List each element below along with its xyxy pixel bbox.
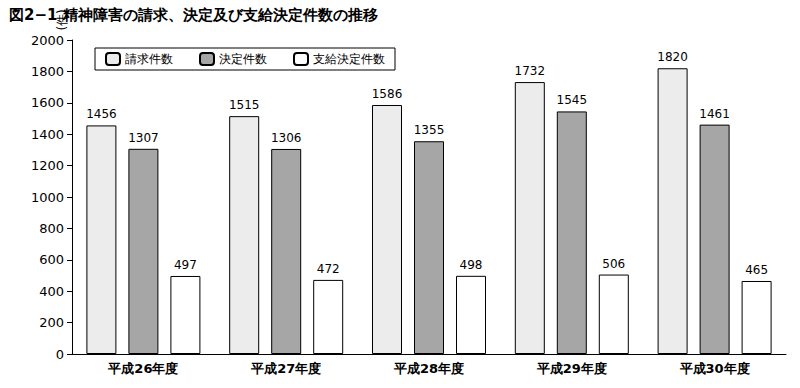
svg-text:1800: 1800 — [31, 64, 64, 79]
svg-text:472: 472 — [317, 262, 340, 276]
svg-text:465: 465 — [745, 263, 768, 277]
svg-text:1200: 1200 — [31, 158, 64, 173]
svg-text:1307: 1307 — [128, 131, 159, 145]
svg-text:600: 600 — [39, 252, 64, 267]
svg-text:1461: 1461 — [699, 107, 730, 121]
svg-text:支給決定件数: 支給決定件数 — [313, 52, 385, 66]
svg-text:1400: 1400 — [31, 127, 64, 142]
svg-text:1820: 1820 — [657, 50, 688, 64]
svg-text:1456: 1456 — [86, 107, 117, 121]
svg-text:200: 200 — [39, 315, 64, 330]
svg-text:図2−1 精神障害の請求、決定及び支給決定件数の推移: 図2−1 精神障害の請求、決定及び支給決定件数の推移 — [9, 6, 378, 24]
svg-text:1306: 1306 — [271, 131, 302, 145]
svg-text:1545: 1545 — [557, 93, 588, 107]
svg-text:平成30年度: 平成30年度 — [679, 361, 750, 376]
svg-text:1600: 1600 — [31, 95, 64, 110]
svg-text:請求件数: 請求件数 — [125, 52, 173, 66]
svg-text:506: 506 — [602, 257, 625, 271]
svg-text:1732: 1732 — [515, 64, 546, 78]
svg-text:0: 0 — [56, 347, 64, 362]
svg-text:800: 800 — [39, 221, 64, 236]
svg-text:平成26年度: 平成26年度 — [107, 361, 178, 376]
svg-text:決定件数: 決定件数 — [219, 52, 267, 66]
svg-text:1355: 1355 — [414, 123, 445, 137]
svg-text:1586: 1586 — [372, 87, 403, 101]
svg-text:498: 498 — [460, 258, 483, 272]
svg-text:1515: 1515 — [229, 98, 260, 112]
svg-text:1000: 1000 — [31, 190, 64, 205]
svg-text:400: 400 — [39, 284, 64, 299]
svg-text:2000: 2000 — [31, 33, 64, 48]
svg-text:平成27年度: 平成27年度 — [250, 361, 321, 376]
svg-text:平成28年度: 平成28年度 — [393, 361, 464, 376]
svg-text:497: 497 — [174, 258, 197, 272]
svg-text:平成29年度: 平成29年度 — [536, 361, 607, 376]
